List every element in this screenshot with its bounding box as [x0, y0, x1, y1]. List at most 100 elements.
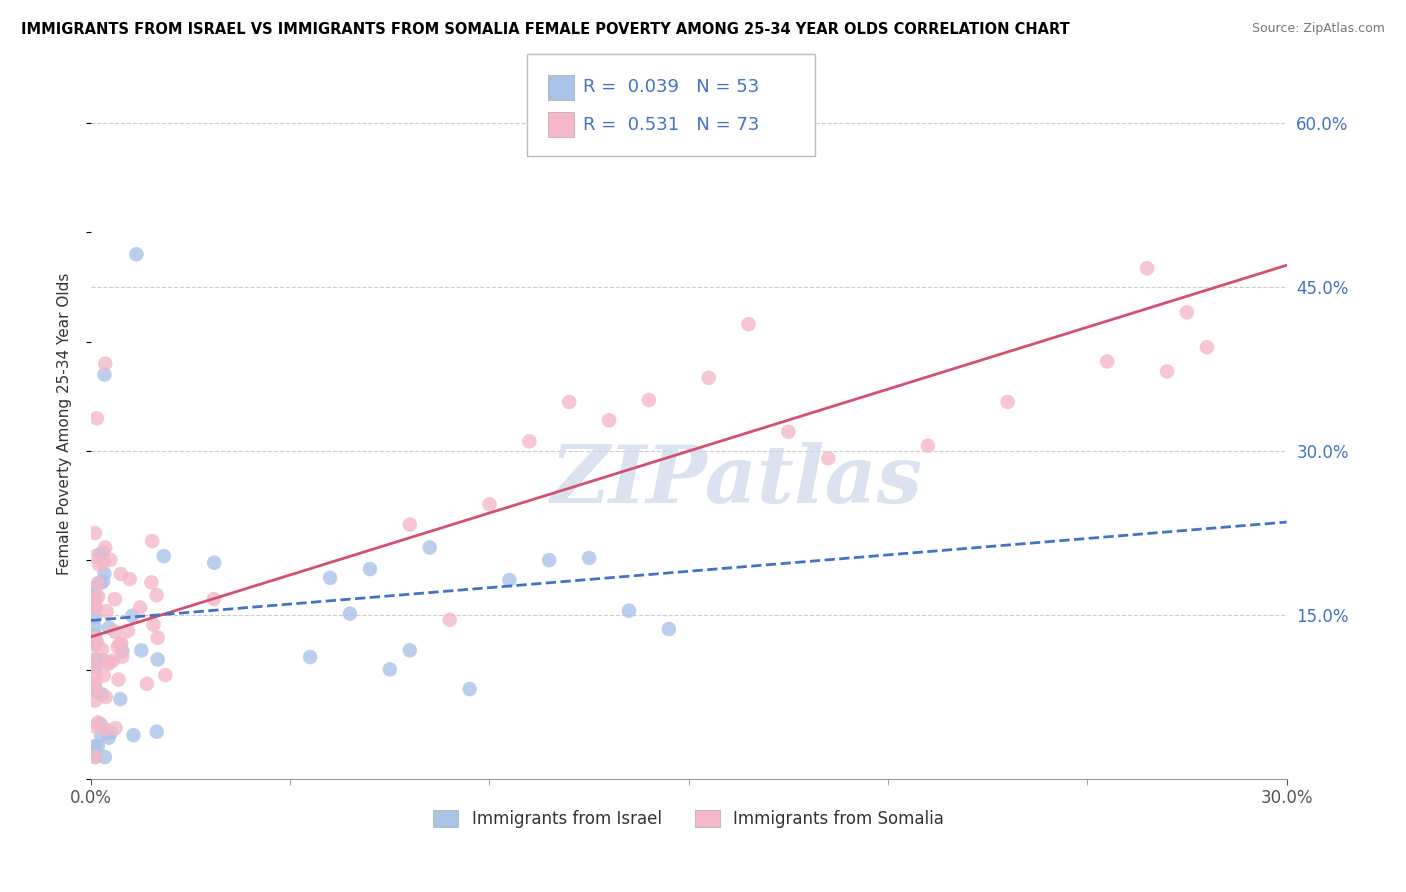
Point — [125, 247, 148, 261]
Point — [94, 541, 117, 555]
Point — [129, 643, 152, 657]
Point — [84, 681, 107, 696]
Point — [87, 739, 110, 753]
Point — [84, 637, 107, 651]
Point — [90, 687, 112, 701]
Point — [84, 597, 107, 611]
Point — [135, 677, 157, 691]
Point — [101, 654, 124, 668]
Point — [84, 599, 107, 614]
Point — [129, 600, 152, 615]
Point — [94, 357, 117, 371]
Point — [778, 425, 800, 439]
Point — [141, 534, 163, 549]
Point — [118, 572, 141, 586]
Text: R =  0.531   N = 73: R = 0.531 N = 73 — [583, 116, 759, 134]
Point — [89, 547, 111, 561]
Text: ZIPatlas: ZIPatlas — [551, 442, 922, 519]
Point — [84, 667, 107, 681]
Point — [94, 750, 117, 764]
Legend: Immigrants from Israel, Immigrants from Somalia: Immigrants from Israel, Immigrants from … — [426, 803, 950, 835]
Point — [107, 640, 129, 654]
Point — [111, 644, 134, 658]
Point — [87, 576, 110, 591]
Point — [84, 654, 107, 668]
Point — [84, 676, 107, 690]
Point — [87, 558, 110, 572]
Point — [737, 317, 759, 331]
Point — [378, 662, 401, 676]
Point — [104, 624, 127, 639]
Point — [398, 517, 420, 532]
Point — [98, 621, 121, 635]
Point — [93, 566, 115, 581]
Point — [917, 439, 939, 453]
Point — [84, 631, 107, 645]
Point — [84, 750, 107, 764]
Point — [339, 607, 361, 621]
Point — [458, 681, 481, 696]
Point — [359, 562, 381, 576]
Point — [84, 681, 107, 696]
Point — [498, 573, 520, 587]
Point — [202, 592, 225, 607]
Point — [104, 721, 127, 735]
Point — [91, 642, 114, 657]
Point — [84, 629, 107, 643]
Point — [84, 620, 107, 634]
Point — [141, 575, 163, 590]
Point — [93, 556, 115, 570]
Point — [97, 657, 120, 671]
Point — [110, 692, 132, 706]
Point — [146, 631, 169, 645]
Point — [1195, 340, 1218, 354]
Point — [86, 411, 108, 425]
Point — [617, 604, 640, 618]
Point — [145, 724, 167, 739]
Point — [87, 590, 110, 604]
Point — [84, 683, 107, 698]
Point — [87, 715, 110, 730]
Point — [1156, 364, 1178, 378]
Point — [84, 526, 107, 541]
Point — [558, 395, 581, 409]
Point — [84, 599, 107, 614]
Point — [98, 655, 121, 669]
Point — [517, 434, 540, 449]
Point — [117, 624, 139, 638]
Point — [84, 682, 107, 697]
Point — [578, 550, 600, 565]
Point — [100, 553, 122, 567]
Point — [110, 566, 132, 581]
Point — [84, 739, 107, 753]
Y-axis label: Female Poverty Among 25-34 Year Olds: Female Poverty Among 25-34 Year Olds — [58, 273, 72, 575]
Point — [84, 660, 107, 674]
Text: IMMIGRANTS FROM ISRAEL VS IMMIGRANTS FROM SOMALIA FEMALE POVERTY AMONG 25-34 YEA: IMMIGRANTS FROM ISRAEL VS IMMIGRANTS FRO… — [21, 22, 1070, 37]
Point — [478, 497, 501, 511]
Point — [110, 636, 132, 650]
Point — [319, 571, 342, 585]
Point — [1136, 261, 1159, 276]
Point — [638, 392, 661, 407]
Point — [84, 638, 107, 652]
Point — [84, 581, 107, 595]
Point — [108, 637, 131, 651]
Point — [398, 643, 420, 657]
Point — [97, 731, 120, 745]
Point — [84, 593, 107, 607]
Point — [93, 368, 115, 382]
Point — [84, 589, 107, 603]
Point — [538, 553, 561, 567]
Point — [107, 673, 129, 687]
Point — [84, 658, 107, 673]
Point — [100, 725, 122, 739]
Point — [122, 728, 145, 742]
Point — [84, 750, 107, 764]
Point — [111, 649, 134, 664]
Point — [121, 608, 143, 623]
Point — [84, 681, 107, 695]
Point — [90, 728, 112, 742]
Point — [145, 588, 167, 602]
Point — [84, 693, 107, 707]
Point — [598, 413, 620, 427]
